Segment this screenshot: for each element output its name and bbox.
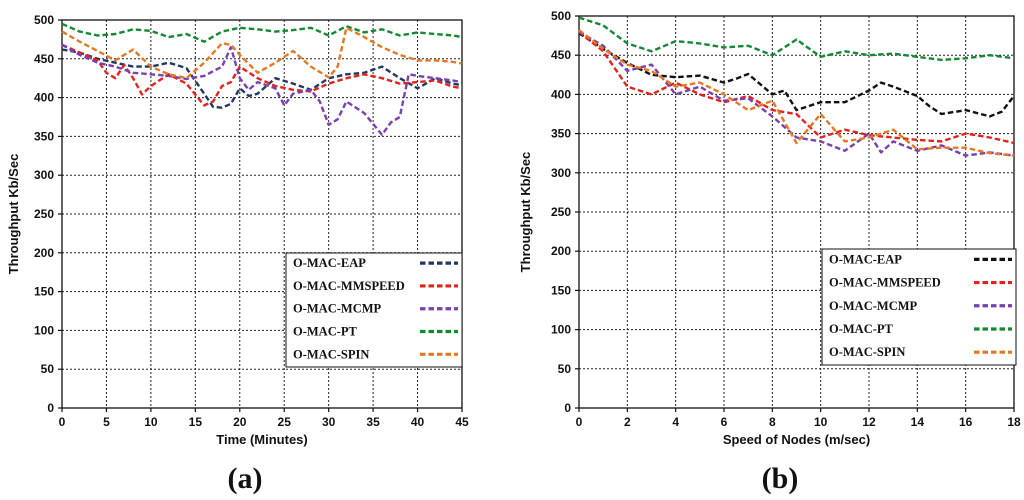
y-tick-label: 450 xyxy=(34,52,54,66)
x-tick-label: 30 xyxy=(322,415,336,429)
legend-label: O-MAC-MCMP xyxy=(293,302,382,316)
y-tick-label: 0 xyxy=(564,401,571,415)
y-tick-label: 300 xyxy=(551,166,571,180)
x-tick-label: 6 xyxy=(721,415,728,429)
x-tick-label: 18 xyxy=(1007,415,1021,429)
y-tick-label: 150 xyxy=(34,285,54,299)
y-tick-label: 250 xyxy=(551,205,571,219)
series-line-o-mac-mmspeed xyxy=(61,43,463,107)
series-line-o-mac-spin xyxy=(578,29,1015,157)
x-tick-label: 2 xyxy=(624,415,631,429)
y-tick-label: 500 xyxy=(551,9,571,23)
series-line-o-mac-pt xyxy=(578,16,1015,62)
x-tick-label: 12 xyxy=(862,415,876,429)
legend-label: O-MAC-MCMP xyxy=(829,299,918,313)
panel-label: (b) xyxy=(762,462,799,495)
x-tick-label: 35 xyxy=(366,415,380,429)
series-lines xyxy=(578,16,1015,157)
series-line-o-mac-spin xyxy=(61,26,463,80)
y-axis-label: Throughput Kb/Sec xyxy=(518,152,533,273)
chart-a: 0 5 10 15 20 25 30 35 40 450501001502002503003504… xyxy=(6,13,469,495)
y-tick-label: 350 xyxy=(34,129,54,143)
y-axis-label: Throughput Kb/Sec xyxy=(6,154,21,275)
panel-label: (a) xyxy=(228,462,263,495)
y-tick-label: 100 xyxy=(34,323,54,337)
y-tick-label: 200 xyxy=(34,246,54,260)
y-tick-label: 450 xyxy=(551,48,571,62)
grid xyxy=(579,16,1014,408)
y-tick-label: 400 xyxy=(551,87,571,101)
legend: O-MAC-EAP O-MAC-MMSPEED O-MAC-MCMP O-MAC-PT… xyxy=(821,248,1017,366)
y-tick-label: 50 xyxy=(558,362,572,376)
legend-label: O-MAC-MMSPEED xyxy=(829,276,941,290)
x-tick-label: 10 xyxy=(814,415,828,429)
y-tick-label: 300 xyxy=(34,168,54,182)
x-tick-label: 45 xyxy=(455,415,469,429)
series-line-o-mac-pt xyxy=(61,22,463,43)
legend-label: O-MAC-EAP xyxy=(829,252,902,266)
x-tick-label: 4 xyxy=(672,415,679,429)
legend-label: O-MAC-EAP xyxy=(293,256,366,270)
y-tick-label: 400 xyxy=(34,91,54,105)
series-line-o-mac-eap xyxy=(578,32,1015,118)
y-tick-label: 500 xyxy=(34,13,54,27)
x-tick-label: 20 xyxy=(233,415,247,429)
series-line-o-mac-mmspeed xyxy=(578,30,1015,145)
x-tick-label: 0 xyxy=(576,415,583,429)
x-tick-label: 40 xyxy=(411,415,425,429)
y-tick-label: 350 xyxy=(551,127,571,141)
y-tick-label: 100 xyxy=(551,323,571,337)
y-tick-label: 0 xyxy=(47,401,54,415)
legend-label: O-MAC-PT xyxy=(293,325,358,339)
y-tick-label: 250 xyxy=(34,207,54,221)
x-tick-label: 14 xyxy=(911,415,925,429)
x-axis-label: Speed of Nodes (m/sec) xyxy=(723,432,870,447)
y-tick-label: 200 xyxy=(551,244,571,258)
series-lines xyxy=(61,22,463,137)
x-tick-label: 15 xyxy=(189,415,203,429)
x-tick-label: 16 xyxy=(959,415,973,429)
x-tick-label: 0 xyxy=(59,415,66,429)
legend-label: O-MAC-PT xyxy=(829,322,894,336)
legend-label: O-MAC-SPIN xyxy=(829,345,905,359)
legend-label: O-MAC-SPIN xyxy=(293,347,369,361)
x-tick-label: 5 xyxy=(103,415,110,429)
chart-b: 0 2 4 6 8 10 12 14 16 18 0 50 100 150 200 250 300 350 400 4… xyxy=(518,9,1021,495)
series-line-o-mac-mcmp xyxy=(61,43,463,137)
series-line-o-mac-mcmp xyxy=(578,30,1015,157)
x-tick-label: 10 xyxy=(144,415,158,429)
x-axis-label: Time (Minutes) xyxy=(216,432,308,447)
legend-label: O-MAC-MMSPEED xyxy=(293,279,405,293)
y-tick-label: 50 xyxy=(41,362,55,376)
x-tick-label: 8 xyxy=(769,415,776,429)
y-tick-label: 150 xyxy=(551,283,571,297)
legend: O-MAC-EAP O-MAC-MMSPEED O-MAC-MCMP O-MAC-PT… xyxy=(285,252,463,368)
series-line-o-mac-eap xyxy=(61,48,463,109)
x-tick-label: 25 xyxy=(278,415,292,429)
